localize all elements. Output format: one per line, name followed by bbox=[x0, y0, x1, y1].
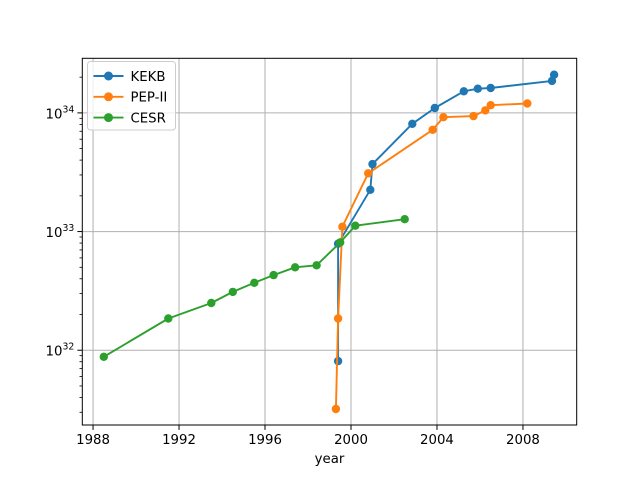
data-point bbox=[459, 87, 468, 96]
data-point bbox=[368, 159, 377, 169]
data-point bbox=[331, 404, 341, 414]
data-point bbox=[428, 125, 437, 134]
data-point bbox=[351, 221, 360, 230]
series-pep-ii bbox=[331, 99, 532, 414]
data-point bbox=[364, 169, 373, 178]
y-tick-base: 10 bbox=[46, 345, 63, 360]
legend-entry-cesr: CESR bbox=[93, 111, 166, 126]
legend-marker bbox=[104, 71, 113, 81]
data-point bbox=[269, 270, 278, 280]
data-point bbox=[333, 314, 343, 323]
y-tick-exponent: 33 bbox=[62, 223, 74, 234]
y-tick-label: 1034 bbox=[46, 104, 75, 122]
y-tick-label: 1033 bbox=[46, 223, 75, 241]
y-tick-exponent: 32 bbox=[62, 342, 74, 353]
data-point bbox=[439, 113, 448, 122]
data-point bbox=[228, 287, 237, 297]
data-point bbox=[473, 84, 482, 93]
data-point bbox=[430, 103, 439, 113]
x-tick-label: 2004 bbox=[420, 433, 454, 448]
data-point bbox=[408, 119, 417, 128]
data-point bbox=[290, 263, 300, 272]
data-point bbox=[400, 215, 409, 224]
y-tick-label: 1032 bbox=[46, 342, 75, 360]
x-tick-label: 1996 bbox=[248, 433, 282, 448]
data-point bbox=[164, 314, 173, 323]
data-point bbox=[312, 261, 321, 270]
series-line bbox=[334, 102, 528, 410]
data-point bbox=[333, 356, 343, 366]
data-point bbox=[481, 106, 490, 115]
x-tick-label: 2008 bbox=[506, 433, 540, 448]
data-point bbox=[250, 278, 259, 287]
x-tick-label: 2000 bbox=[334, 433, 368, 448]
series-cesr bbox=[99, 215, 409, 361]
legend-marker bbox=[104, 92, 113, 102]
y-tick-base: 10 bbox=[46, 107, 63, 122]
data-point bbox=[523, 99, 532, 108]
x-axis-label: year bbox=[315, 452, 345, 467]
data-point bbox=[207, 298, 216, 308]
plot-frame bbox=[81, 57, 578, 426]
y-tick-exponent: 34 bbox=[62, 104, 74, 115]
x-tick-label: 1988 bbox=[76, 433, 110, 448]
legend-label: CESR bbox=[131, 111, 166, 126]
y-tick-base: 10 bbox=[46, 226, 63, 241]
data-point bbox=[336, 238, 345, 247]
data-point bbox=[486, 83, 495, 93]
data-point bbox=[486, 101, 495, 110]
legend-label: KEKB bbox=[131, 70, 166, 85]
legend-marker bbox=[104, 113, 113, 123]
legend: KEKB PEP-II CESR bbox=[87, 61, 176, 131]
legend-entry-kekb: KEKB bbox=[93, 70, 166, 85]
x-axis: 1988 1992 1996 2000 2004 2008 year bbox=[76, 425, 540, 467]
data-point bbox=[366, 185, 375, 194]
data-point bbox=[338, 222, 347, 231]
data-point bbox=[549, 70, 559, 79]
x-tick-label: 1992 bbox=[162, 433, 196, 448]
data-point bbox=[469, 111, 478, 121]
legend-label: PEP-II bbox=[131, 91, 168, 106]
data-point bbox=[99, 352, 109, 361]
legend-entry-pep-ii: PEP-II bbox=[93, 91, 168, 106]
gridlines bbox=[82, 58, 577, 425]
series-line bbox=[103, 218, 405, 358]
